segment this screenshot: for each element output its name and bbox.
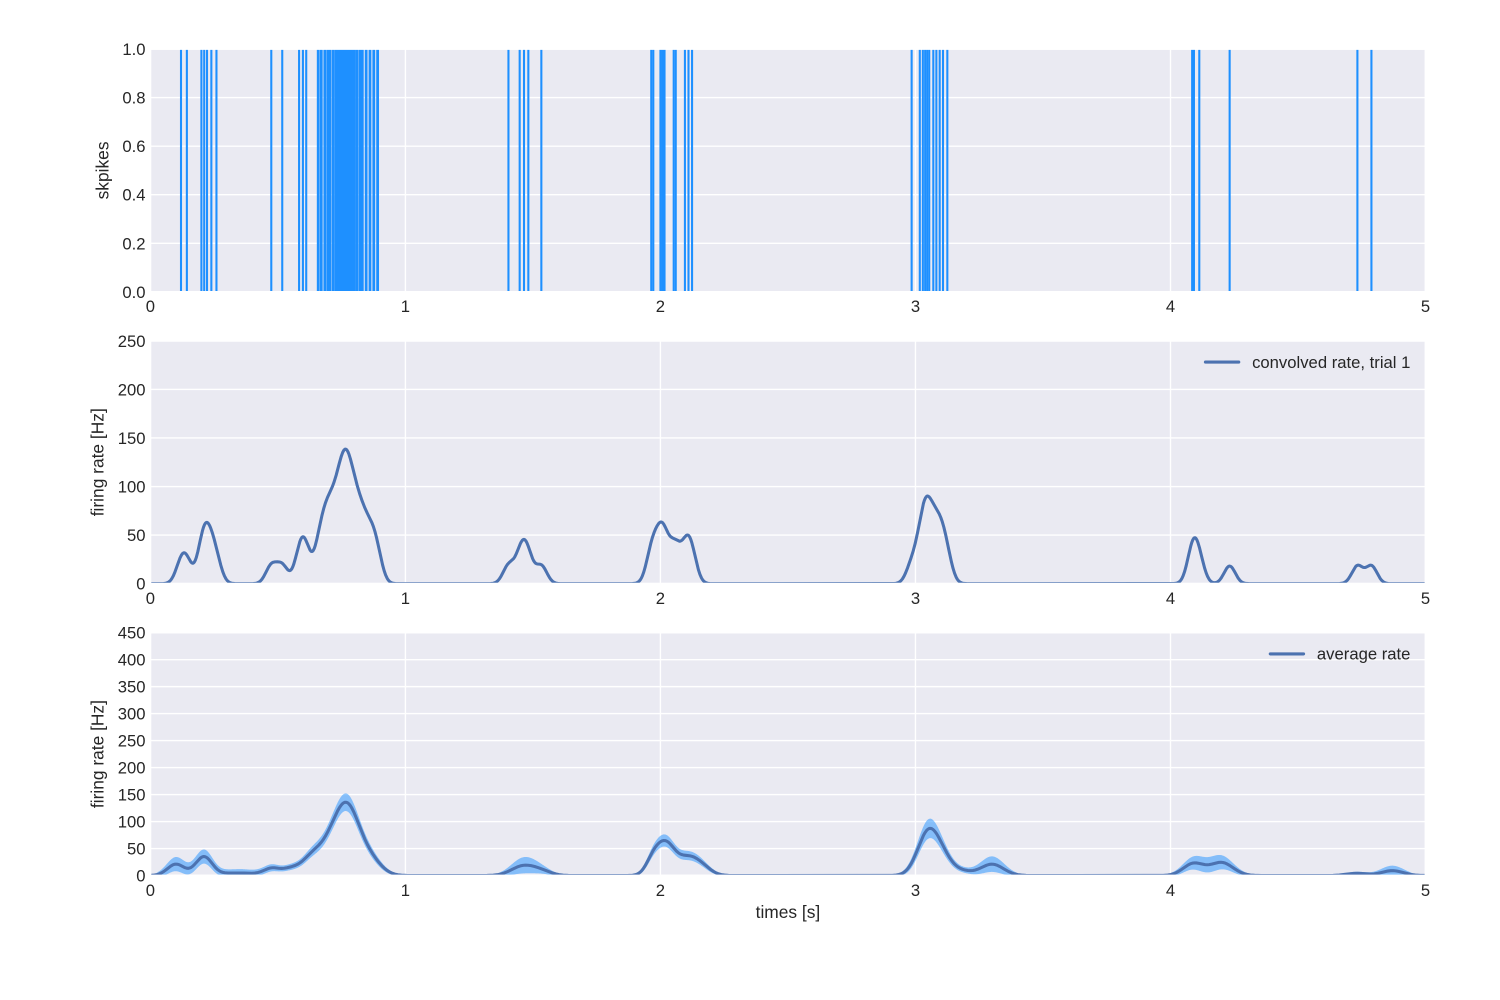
svg-text:200: 200 [118, 380, 146, 399]
svg-text:5: 5 [1421, 589, 1430, 608]
svg-text:100: 100 [118, 478, 146, 497]
svg-text:1: 1 [401, 297, 410, 316]
svg-text:2: 2 [656, 297, 665, 316]
svg-text:0: 0 [136, 867, 145, 886]
svg-text:300: 300 [118, 705, 146, 724]
svg-text:5: 5 [1421, 881, 1430, 900]
svg-text:2: 2 [656, 589, 665, 608]
svg-text:3: 3 [911, 881, 920, 900]
svg-text:0: 0 [146, 881, 155, 900]
svg-text:3: 3 [911, 297, 920, 316]
svg-text:4: 4 [1166, 881, 1175, 900]
svg-text:4: 4 [1166, 589, 1175, 608]
svg-text:200: 200 [118, 759, 146, 778]
svg-text:firing rate [Hz]: firing rate [Hz] [88, 408, 108, 516]
svg-text:convolved rate, trial 1: convolved rate, trial 1 [1252, 353, 1410, 372]
svg-text:0.8: 0.8 [122, 89, 145, 108]
svg-text:0: 0 [146, 589, 155, 608]
svg-text:250: 250 [118, 732, 146, 751]
svg-text:3: 3 [911, 589, 920, 608]
svg-text:250: 250 [118, 332, 146, 351]
svg-text:firing rate [Hz]: firing rate [Hz] [88, 700, 108, 808]
svg-text:50: 50 [127, 840, 146, 859]
svg-text:100: 100 [118, 813, 146, 832]
svg-text:0: 0 [136, 575, 145, 594]
svg-text:average rate: average rate [1317, 645, 1411, 664]
svg-text:1.0: 1.0 [122, 40, 145, 59]
svg-text:1: 1 [401, 881, 410, 900]
svg-text:0.2: 0.2 [122, 234, 145, 253]
svg-text:450: 450 [118, 624, 146, 643]
svg-text:times [s]: times [s] [756, 902, 821, 922]
svg-text:0: 0 [146, 297, 155, 316]
svg-text:0.6: 0.6 [122, 137, 145, 156]
svg-text:skpikes: skpikes [92, 141, 112, 199]
svg-text:50: 50 [127, 526, 146, 545]
svg-text:350: 350 [118, 678, 146, 697]
svg-text:1: 1 [401, 589, 410, 608]
svg-text:150: 150 [118, 786, 146, 805]
svg-text:4: 4 [1166, 297, 1175, 316]
svg-text:0.0: 0.0 [122, 283, 145, 302]
svg-text:400: 400 [118, 651, 146, 670]
svg-text:2: 2 [656, 881, 665, 900]
svg-text:0.4: 0.4 [122, 186, 145, 205]
svg-text:5: 5 [1421, 297, 1430, 316]
svg-text:150: 150 [118, 429, 146, 448]
